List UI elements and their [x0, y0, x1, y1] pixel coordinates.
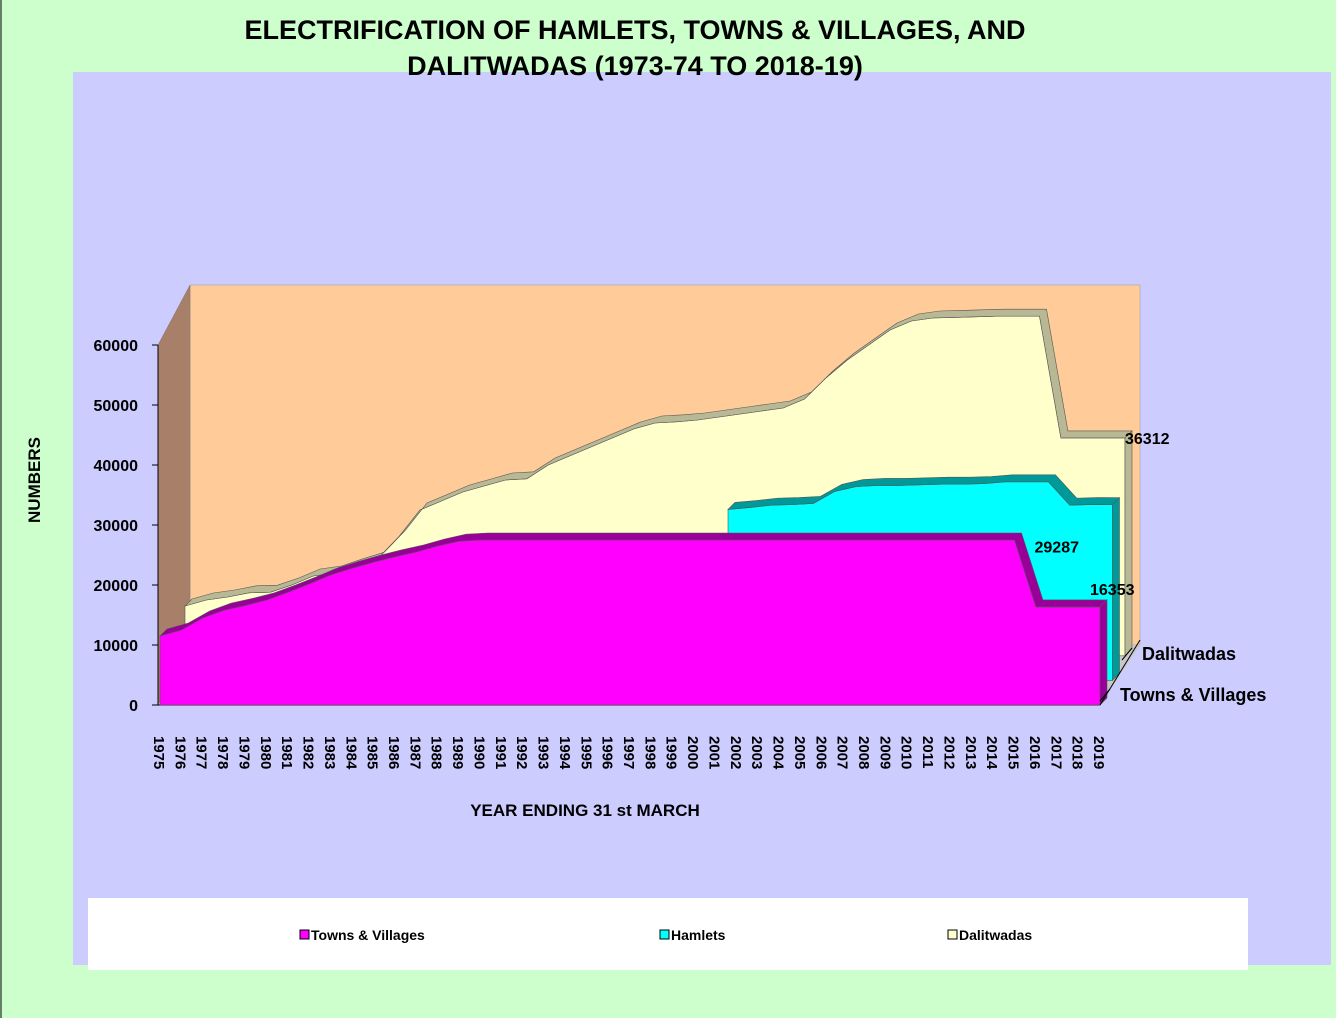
x-tick-label: 2008: [855, 736, 872, 769]
depth-axis: [1099, 639, 1141, 706]
y-axis-label: NUMBERS: [25, 437, 44, 523]
x-tick-label: 1983: [321, 736, 338, 769]
y-tick-label: 0: [129, 698, 138, 715]
value-label: 36312: [1125, 431, 1170, 448]
x-tick-label: 1980: [257, 736, 274, 769]
y-tick-label: 40000: [94, 458, 139, 475]
x-tick-label: 2003: [748, 736, 765, 769]
x-tick-label: 1999: [663, 736, 680, 769]
x-tick-label: 1985: [364, 736, 381, 769]
x-tick-label: 1981: [278, 736, 295, 769]
x-tick-label: 2001: [705, 736, 722, 769]
y-tick-label: 20000: [94, 578, 139, 595]
depth-label: Dalitwadas: [1142, 644, 1236, 664]
x-tick-label: 1975: [150, 736, 167, 769]
x-tick-label: 1989: [449, 736, 466, 769]
x-tick-label: 2012: [940, 736, 957, 769]
x-tick-label: 1984: [342, 736, 359, 770]
area-side: [1124, 430, 1133, 657]
x-tick-label: 1990: [470, 736, 487, 769]
area-side: [1112, 496, 1120, 682]
legend-swatch: [947, 929, 958, 940]
x-tick-label: 2017: [1047, 736, 1064, 769]
x-tick-label: 1995: [577, 736, 594, 769]
x-tick-label: 1987: [406, 736, 423, 769]
x-tick-label: 2016: [1026, 736, 1043, 769]
x-tick-label: 1993: [535, 736, 552, 769]
x-tick-label: 1986: [385, 736, 402, 769]
value-label: 16353: [1090, 582, 1135, 599]
x-tick-label: 2009: [876, 736, 893, 769]
chart-title: ELECTRIFICATION OF HAMLETS, TOWNS & VILL…: [244, 15, 1026, 81]
x-tick-label: 2015: [1005, 736, 1022, 769]
y-tick-label: 30000: [94, 518, 139, 535]
area-side: [1099, 599, 1108, 706]
legend-swatch: [299, 929, 310, 940]
x-tick-label: 2010: [898, 736, 915, 769]
x-tick-label: 2002: [727, 736, 744, 769]
x-tick-label: 1991: [492, 736, 509, 769]
x-tick-label: 2000: [684, 736, 701, 769]
y-tick-label: 10000: [94, 638, 139, 655]
x-tick-label: 1996: [599, 736, 616, 769]
depth-label: Towns & Villages: [1120, 685, 1266, 705]
y-tick-label: 50000: [94, 398, 139, 415]
x-tick-label: 2018: [1069, 736, 1086, 769]
x-tick-label: 1979: [235, 736, 252, 769]
legend-label: Hamlets: [671, 927, 726, 943]
x-tick-label: 2006: [812, 736, 829, 769]
x-tick-label: 1998: [641, 736, 658, 769]
x-axis-label: YEAR ENDING 31 st MARCH: [470, 801, 700, 820]
legend-label: Dalitwadas: [959, 927, 1032, 943]
x-tick-label: 2004: [770, 736, 787, 770]
y-tick-label: 60000: [94, 338, 139, 355]
x-tick-label: 1997: [620, 736, 637, 769]
legend-swatch: [659, 929, 670, 940]
x-tick-label: 2007: [834, 736, 851, 769]
x-tick-label: 2005: [791, 736, 808, 769]
x-tick-label: 2019: [1090, 736, 1107, 769]
x-tick-label: 2014: [983, 736, 1000, 770]
x-tick-label: 1988: [428, 736, 445, 769]
x-tick-label: 1982: [300, 736, 317, 769]
x-tick-label: 1978: [214, 736, 231, 769]
value-label: 29287: [1035, 540, 1080, 557]
x-tick-label: 1976: [171, 736, 188, 769]
x-tick-label: 1992: [513, 736, 530, 769]
x-tick-label: 2013: [962, 736, 979, 769]
depth-tick: [1121, 647, 1133, 661]
x-tick-label: 1977: [193, 736, 210, 769]
x-tick-label: 1994: [556, 736, 573, 770]
legend-label: Towns & Villages: [311, 927, 425, 943]
x-tick-label: 2011: [919, 736, 936, 769]
